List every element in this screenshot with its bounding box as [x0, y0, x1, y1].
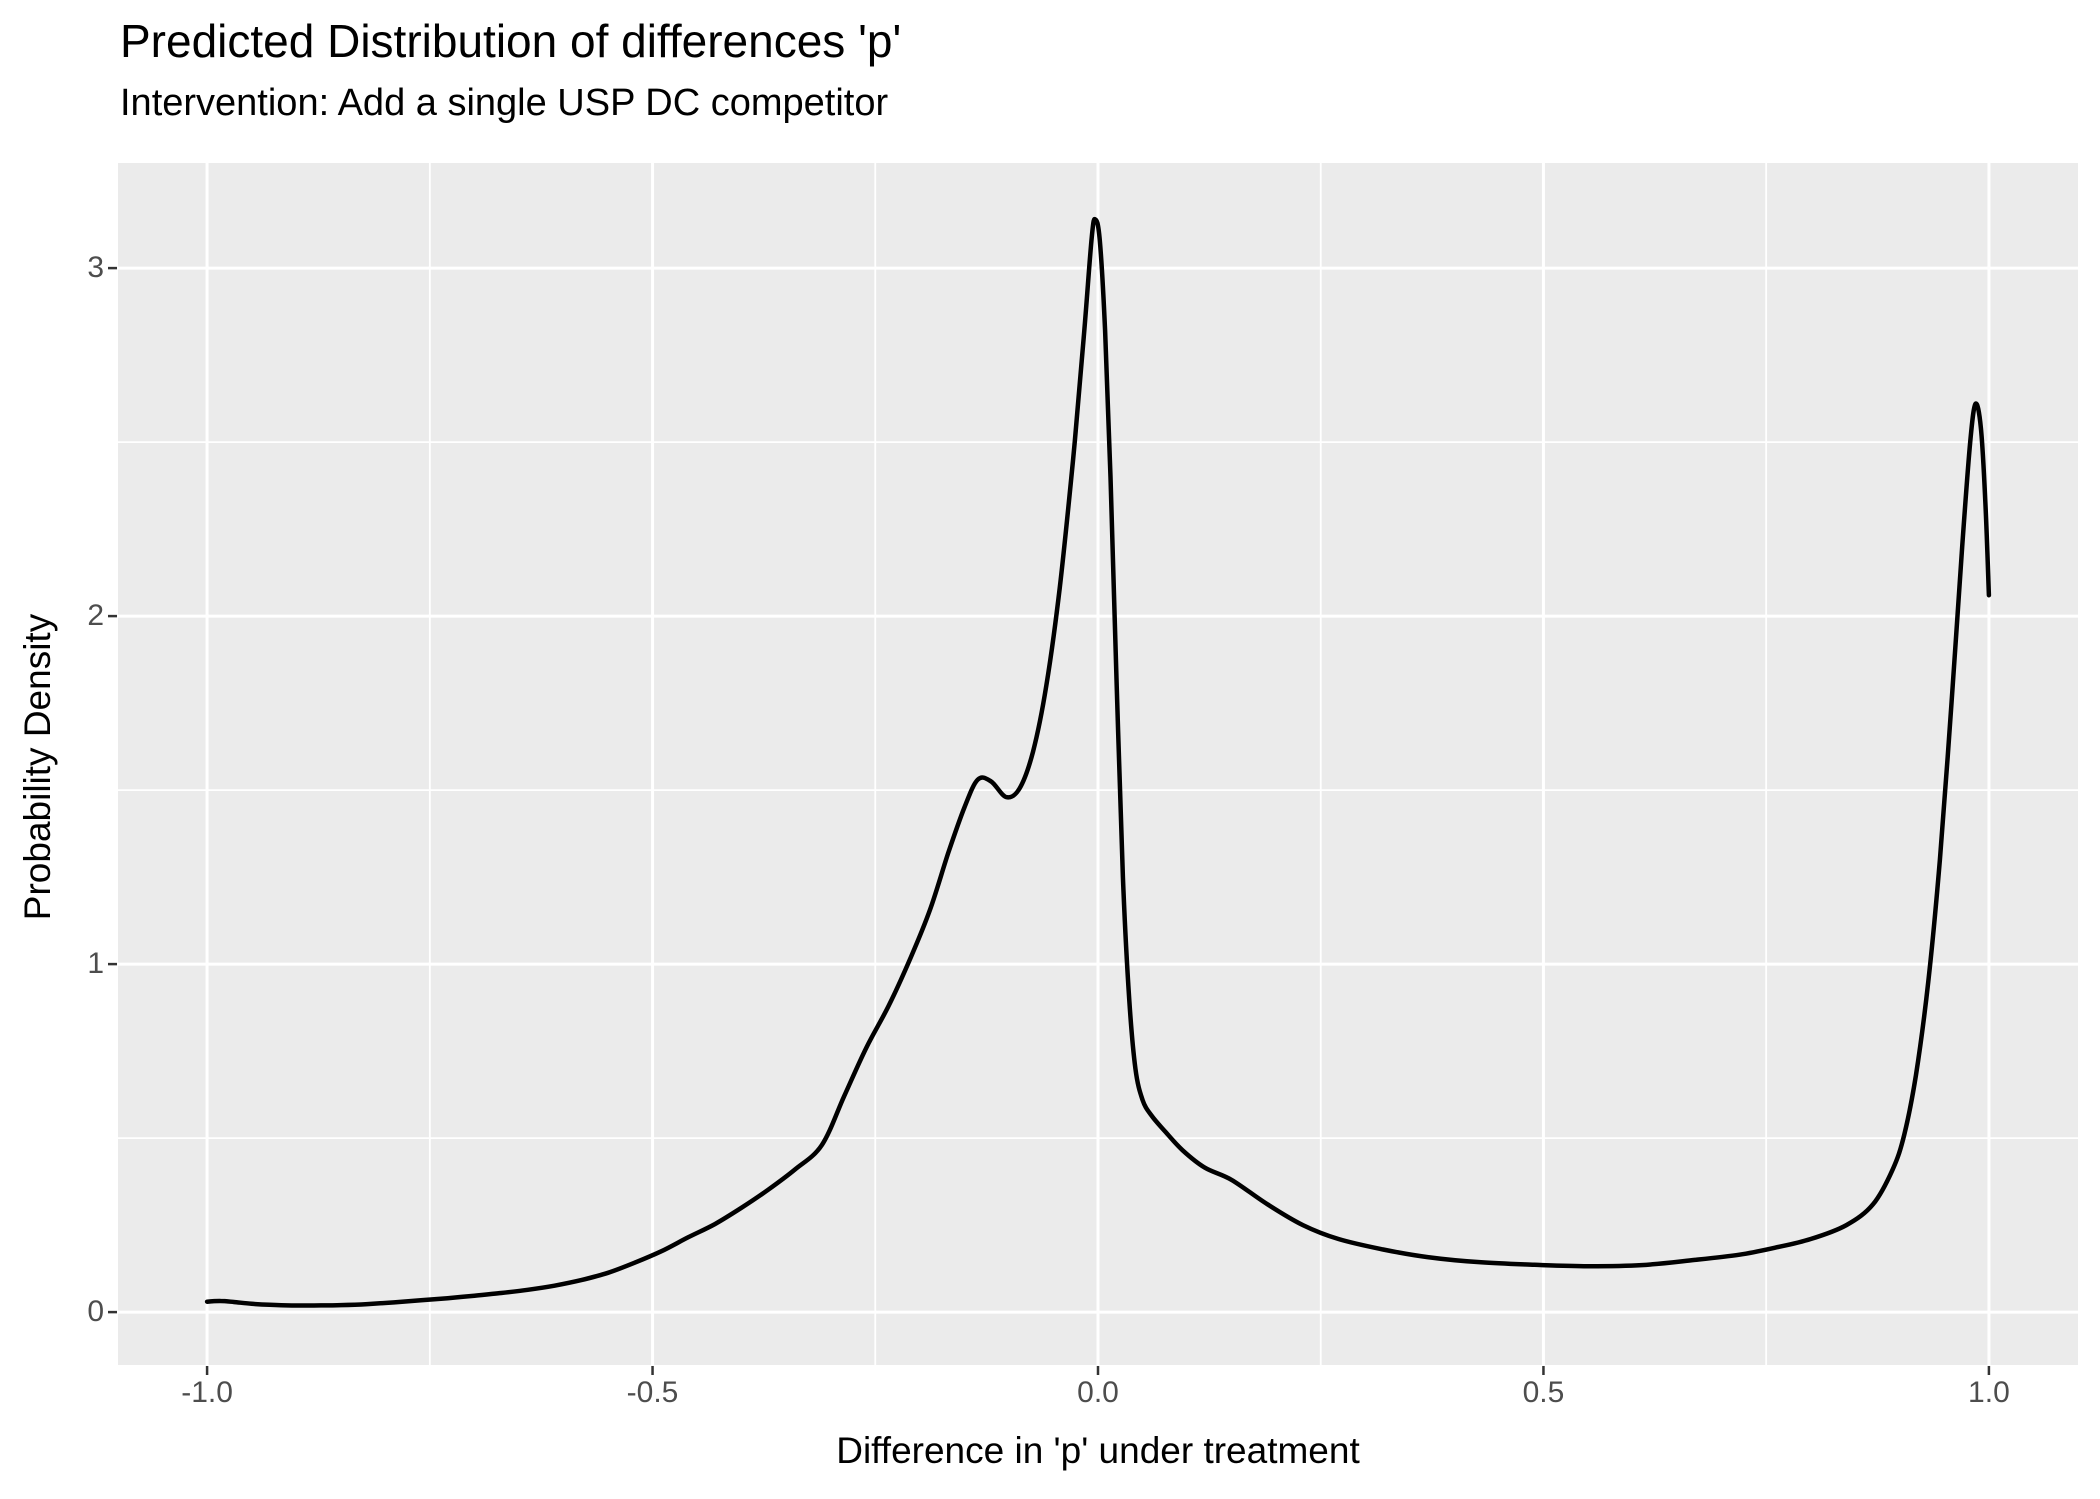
y-tick-label: 2: [87, 599, 104, 633]
plot-subtitle: Intervention: Add a single USP DC compet…: [120, 82, 889, 124]
y-tick-label: 1: [87, 947, 104, 981]
x-tick-label: -1.0: [181, 1376, 233, 1409]
x-axis-title: Difference in 'p' under treatment: [836, 1430, 1360, 1471]
x-tick-label: 0.5: [1522, 1376, 1565, 1409]
y-tick-label: 3: [87, 251, 104, 285]
x-tick-label: 0.0: [1077, 1376, 1119, 1409]
x-tick-label: 1.0: [1968, 1376, 2010, 1409]
x-tick-label: -0.5: [626, 1376, 679, 1409]
y-tick-label: 0: [87, 1295, 104, 1329]
plot-title: Predicted Distribution of differences 'p…: [120, 15, 902, 67]
density-curve: [204, 216, 1992, 1308]
